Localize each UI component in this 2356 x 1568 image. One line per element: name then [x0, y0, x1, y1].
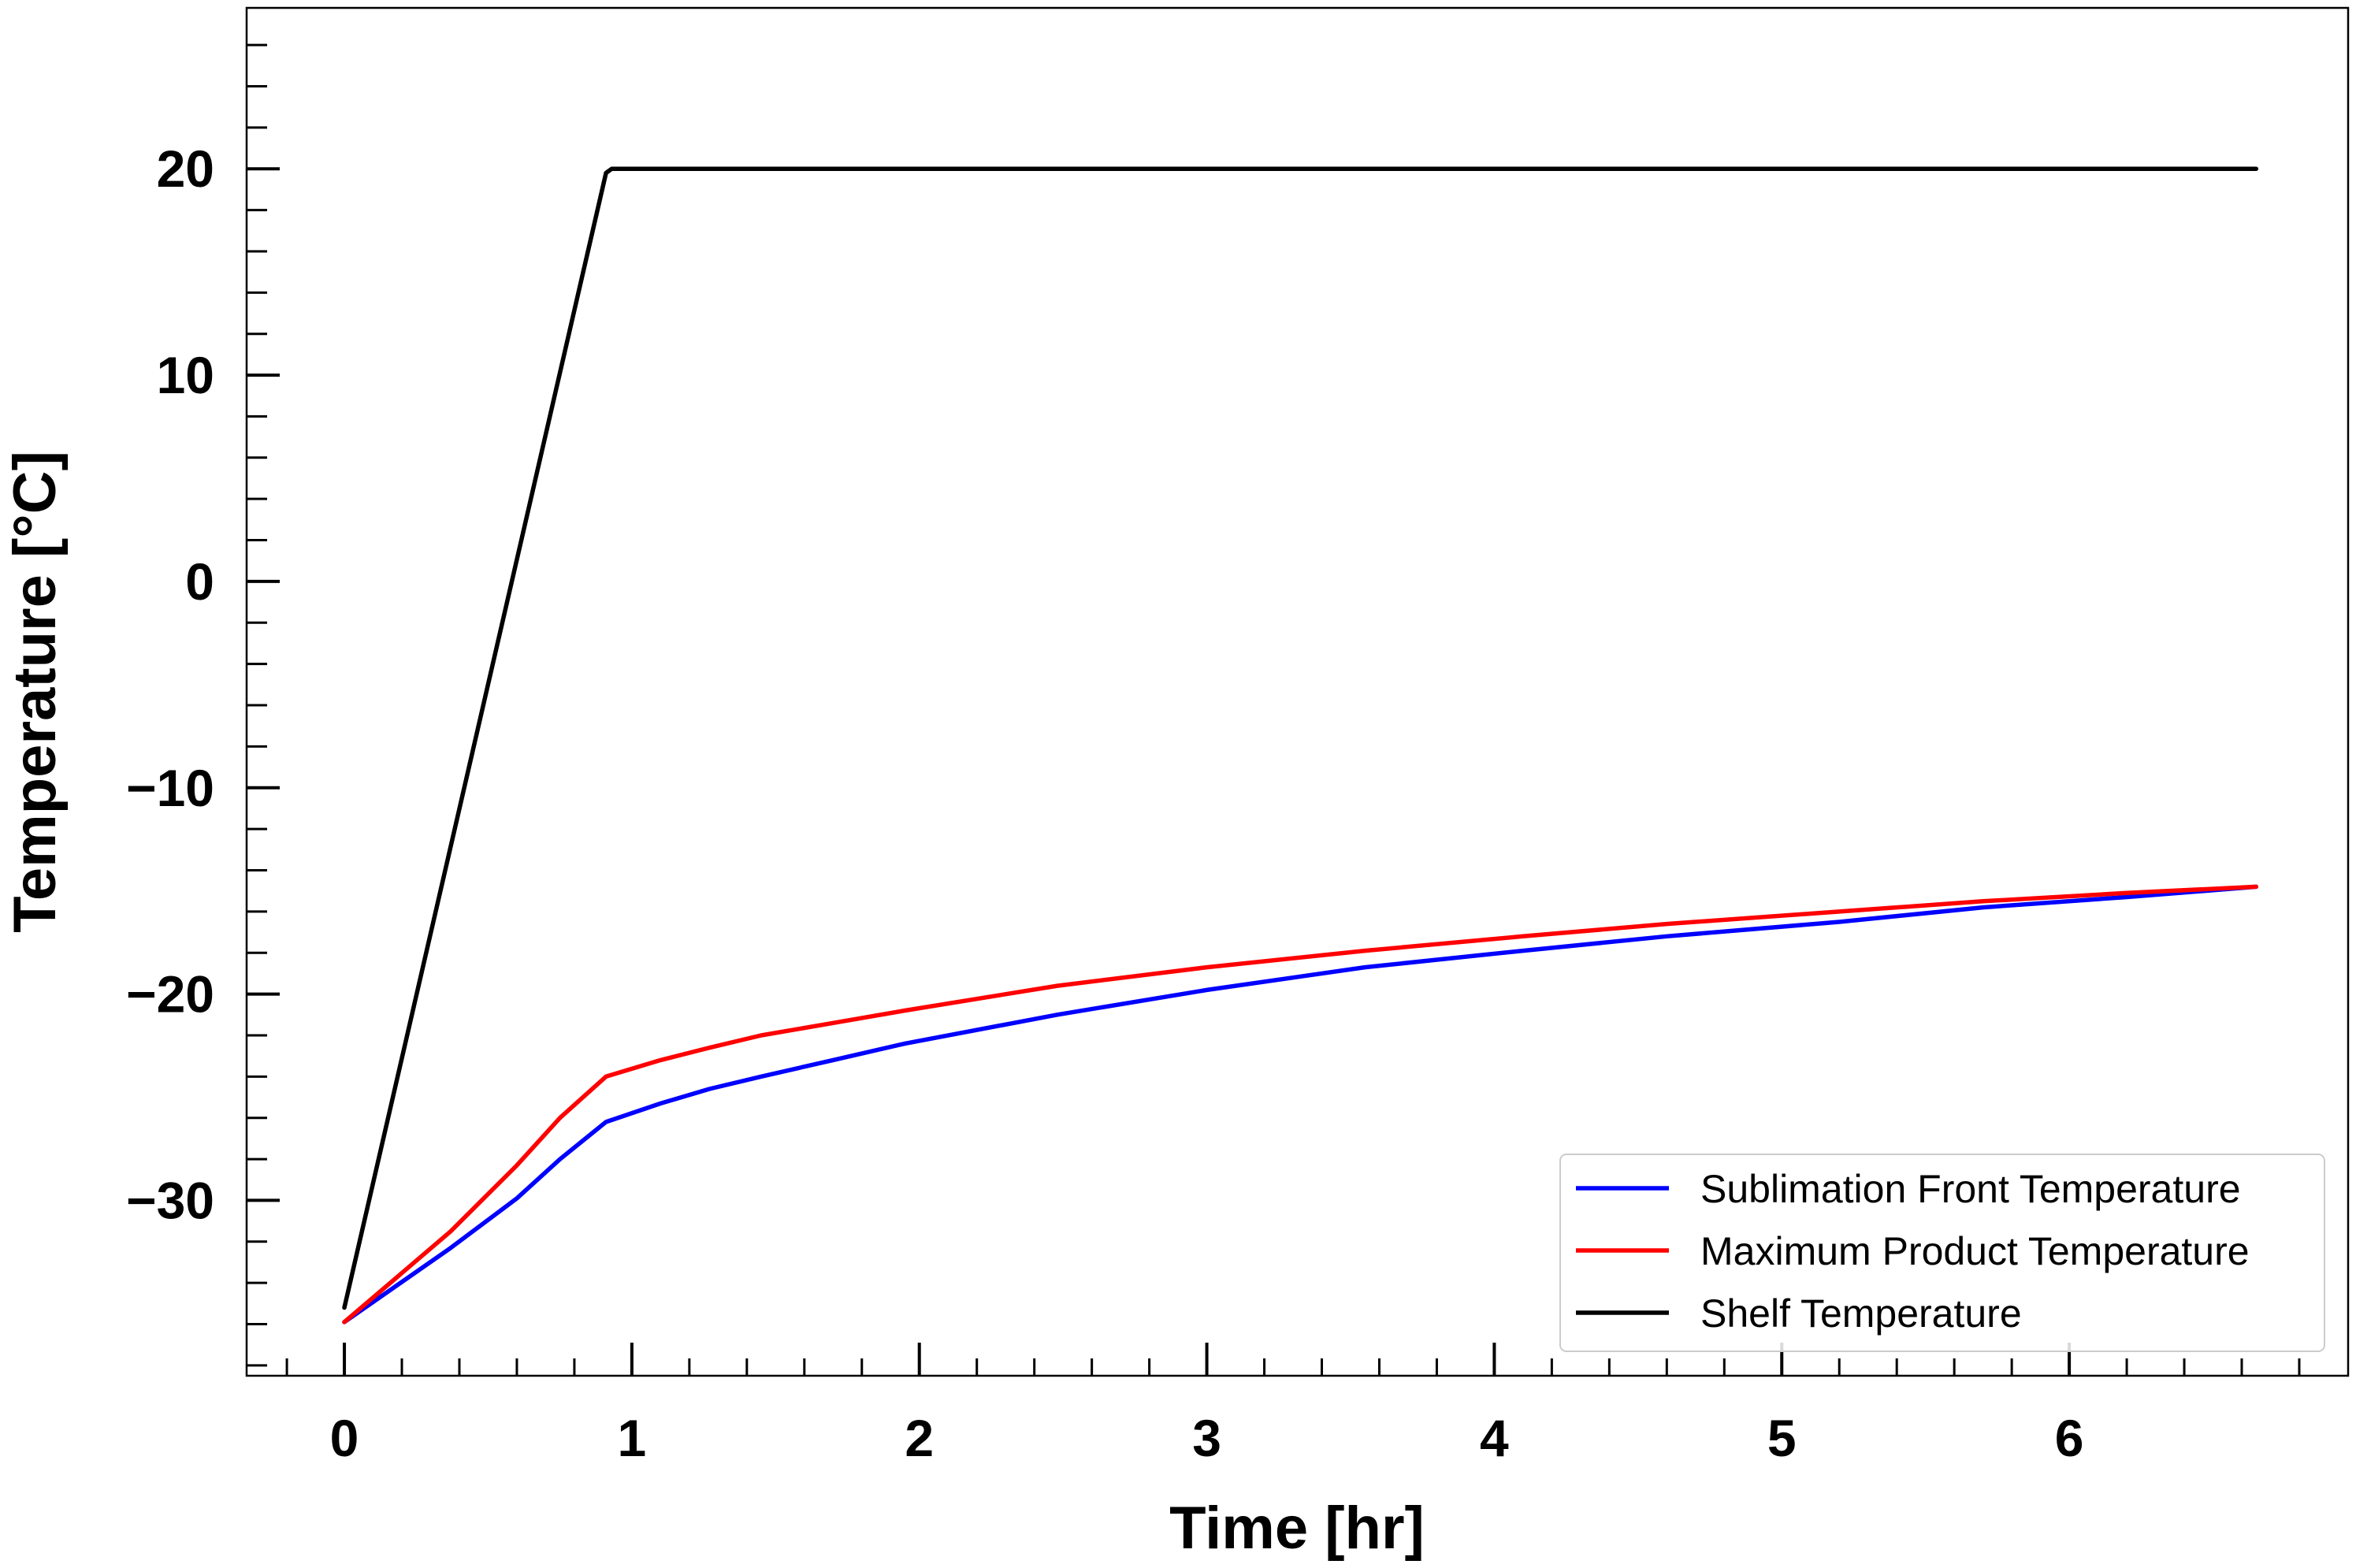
x-tick-label: 4 [1480, 1409, 1509, 1467]
legend-entry-label: Maximum Product Temperature [1700, 1229, 2250, 1273]
y-axis-label: Temperature [°C] [2, 451, 69, 933]
x-tick-label: 6 [2055, 1409, 2084, 1467]
y-tick-label: 0 [185, 552, 214, 611]
legend: Sublimation Front Temperature Maximum Pro… [1559, 1154, 2325, 1352]
legend-entry-label: Sublimation Front Temperature [1700, 1167, 2241, 1211]
x-tick-label: 5 [1767, 1409, 1797, 1467]
x-tick-label: 0 [330, 1409, 359, 1467]
y-tick-label: 20 [157, 139, 214, 198]
x-axis-label: Time [hr] [1169, 1495, 1425, 1562]
plot-area [245, 6, 2350, 1377]
y-tick-label: −20 [126, 965, 214, 1024]
y-tick-label: 10 [157, 346, 214, 404]
x-tick-label: 3 [1192, 1409, 1221, 1467]
x-tick-label: 1 [618, 1409, 647, 1467]
x-tick-label: 2 [905, 1409, 934, 1467]
y-tick-label: −10 [126, 759, 214, 817]
axis-ticks [247, 43, 2301, 1376]
series-lines [342, 166, 2259, 1325]
axis-tick-labels: 0 1 2 3 4 5 6 −30 −20 −10 0 10 20 [126, 139, 2083, 1467]
series-line-3 [342, 166, 2259, 1310]
y-tick-label: −30 [126, 1171, 214, 1229]
legend-frame [1559, 1154, 2325, 1352]
legend-entry-label: Shelf Temperature [1700, 1291, 2022, 1336]
series-line-2 [342, 884, 2259, 1325]
series-line-1 [342, 884, 2259, 1325]
